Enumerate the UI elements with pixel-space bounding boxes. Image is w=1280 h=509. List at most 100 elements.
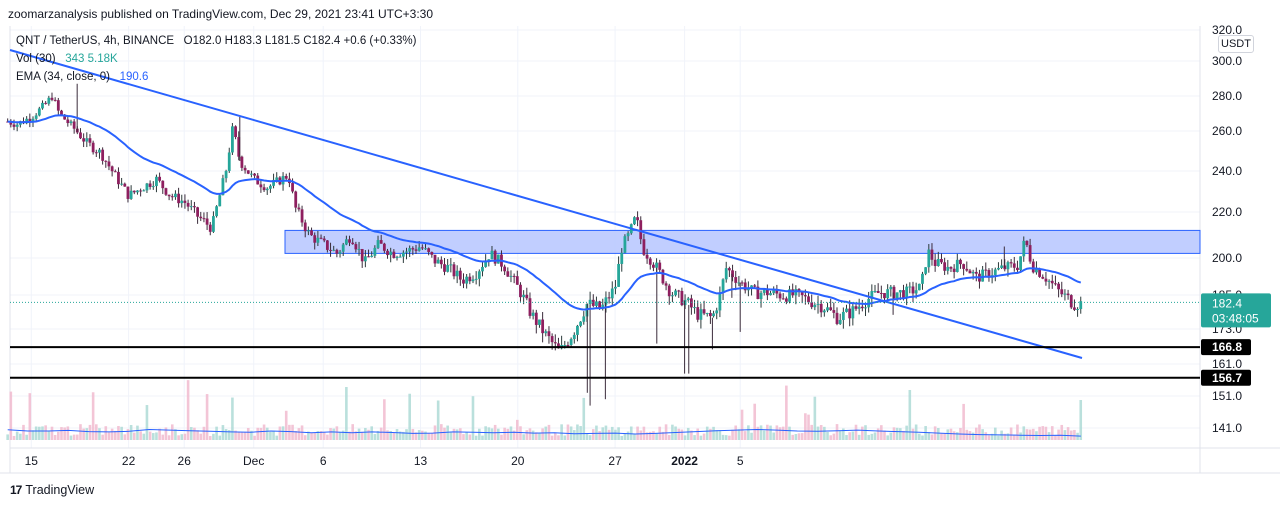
volume-bar xyxy=(845,435,848,440)
candle-body xyxy=(737,282,741,284)
volume-bar xyxy=(899,428,902,440)
trendline[interactable] xyxy=(9,49,1083,359)
candle-body xyxy=(186,202,190,207)
volume-bar xyxy=(224,429,228,440)
candle-body xyxy=(645,254,649,259)
volume-bar xyxy=(769,425,772,440)
candle-body xyxy=(547,331,551,337)
volume-bar xyxy=(303,435,307,440)
volume-bar xyxy=(189,427,193,440)
price-labels: 182.403:48:05 166.8 156.7 xyxy=(1201,293,1271,386)
level-label-value: 156.7 xyxy=(1212,371,1242,385)
candle-body xyxy=(66,119,70,124)
candle-body xyxy=(183,200,187,203)
candle-body xyxy=(930,249,934,260)
candle-body xyxy=(477,271,481,279)
candle-body xyxy=(224,170,228,179)
volume-bar xyxy=(91,392,95,440)
candle-body xyxy=(841,311,845,320)
volume-ma-line xyxy=(7,428,1081,437)
candle-body xyxy=(487,259,491,261)
volume-bar xyxy=(284,410,288,440)
volume-bar xyxy=(506,428,510,440)
volume-bar xyxy=(918,433,921,440)
volume-bar xyxy=(886,435,889,440)
candle-body xyxy=(240,156,244,168)
volume-bar xyxy=(955,432,959,440)
volume-bar xyxy=(591,429,595,440)
candle-body xyxy=(940,259,943,263)
volume-bar xyxy=(503,427,506,440)
candle-body xyxy=(110,166,114,172)
volume-bar xyxy=(848,432,851,440)
volume-bar xyxy=(455,429,459,440)
candle-body xyxy=(671,295,674,297)
volume-bar xyxy=(962,403,965,440)
candle-body xyxy=(433,254,437,264)
volume-bar xyxy=(633,434,636,440)
volume-bar xyxy=(759,425,763,440)
candle-body xyxy=(870,291,874,299)
candle-body xyxy=(417,247,421,251)
volume-bar xyxy=(53,434,57,440)
candle-body xyxy=(534,312,538,325)
candle-body xyxy=(376,240,380,248)
candle-body xyxy=(648,258,652,265)
candle-body xyxy=(117,171,120,185)
candle-body xyxy=(781,298,785,300)
volume-bar xyxy=(256,427,260,440)
currency-button[interactable]: USDT xyxy=(1218,35,1254,53)
candle-body xyxy=(658,262,662,270)
candle-body xyxy=(85,138,89,142)
volume-bar xyxy=(785,385,788,440)
candle-body xyxy=(332,249,336,251)
candle-body xyxy=(272,179,275,186)
volume-bar xyxy=(1006,433,1010,440)
horizontal-levels[interactable] xyxy=(10,301,1200,379)
volume-bar xyxy=(269,431,272,440)
volume-bar xyxy=(949,428,953,440)
candle-body xyxy=(857,306,861,309)
candle-body xyxy=(515,276,519,285)
candle-body xyxy=(392,251,396,258)
candle-body xyxy=(626,233,630,237)
last-price-label-bg xyxy=(1201,293,1271,328)
candle-body xyxy=(202,218,206,220)
candle-body xyxy=(496,254,500,264)
candle-body xyxy=(762,289,766,293)
volume-bar xyxy=(288,424,291,440)
volume-bar xyxy=(750,432,753,440)
x-tick-label: 2022 xyxy=(671,454,698,468)
candle-body xyxy=(104,160,108,162)
volume-bar xyxy=(481,435,484,440)
volume-bar xyxy=(259,427,263,440)
candle-body xyxy=(275,177,279,180)
volume-bar xyxy=(66,426,70,440)
candle-body xyxy=(1012,263,1016,268)
candle-body xyxy=(832,310,836,313)
volume-bar xyxy=(275,435,279,440)
candle-body xyxy=(610,288,614,299)
candle-body xyxy=(652,264,655,268)
volume-bar xyxy=(34,426,38,440)
candle-body xyxy=(784,298,788,302)
candle-body xyxy=(1069,295,1073,308)
volume-bar xyxy=(227,430,231,440)
volume-bar xyxy=(322,432,326,440)
candle-body xyxy=(813,304,817,308)
volume-bar xyxy=(737,429,741,440)
candle-body xyxy=(721,279,725,293)
last-price-label-countdown: 03:48:05 xyxy=(1212,311,1259,325)
candle-body xyxy=(180,200,184,204)
candle-body xyxy=(971,271,975,274)
candle-body xyxy=(664,283,668,286)
volume-bar xyxy=(997,435,1000,440)
volume-bar xyxy=(1028,429,1032,440)
candle-body xyxy=(1000,265,1004,268)
candle-body xyxy=(490,250,494,260)
volume-bar xyxy=(231,397,234,440)
candle-body xyxy=(895,292,899,299)
volume-bar xyxy=(1066,427,1070,440)
candle-body xyxy=(471,279,475,282)
